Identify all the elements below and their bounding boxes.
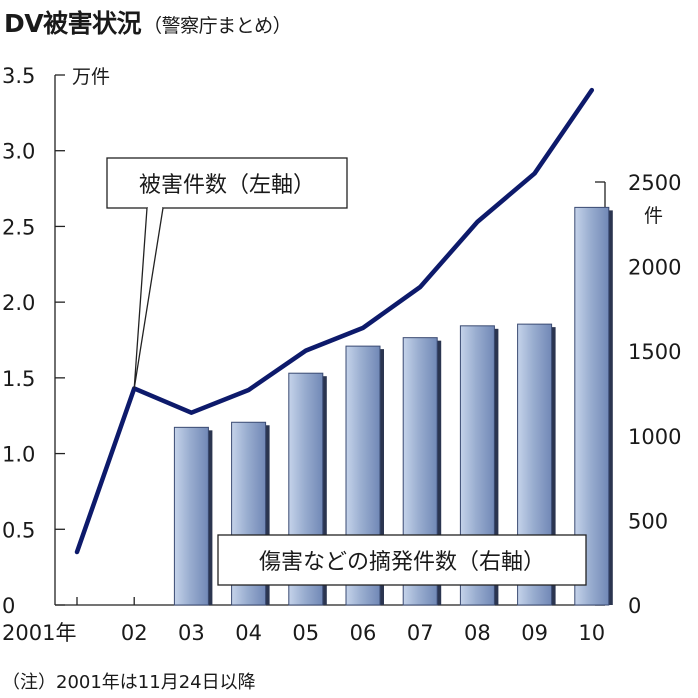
right-axis-tick-label: 2000 (628, 256, 681, 280)
x-axis-tick-label: 06 (350, 621, 377, 645)
line-legend-box (106, 157, 348, 209)
x-axis-tick-label: 03 (178, 621, 205, 645)
right-axis-unit: 件 (644, 205, 663, 227)
right-axis-tick-label: 0 (628, 594, 641, 618)
x-axis-tick-label: 09 (521, 621, 548, 645)
line-series-path (74, 87, 595, 555)
x-axis-tick-label: 05 (292, 621, 319, 645)
x-axis-tick-label: 04 (235, 621, 262, 645)
bar (173, 426, 209, 606)
chart-title: DV被害状況 （警察庁まとめ） (4, 4, 292, 40)
right-axis-tick-label: 500 (628, 509, 668, 533)
x-axis-tick-label: 2001年 (2, 621, 76, 645)
right-axis-tick-label: 1000 (628, 425, 681, 449)
right-axis-tick-label: 2500 (628, 171, 681, 195)
footnote: （注）2001年は11月24日以降 (2, 672, 256, 693)
bar-legend-label: 傷害などの摘発件数（右軸） (259, 550, 545, 575)
bar-legend-box (217, 534, 587, 586)
left-axis-tick-label: 2.0 (2, 291, 35, 315)
chart-subtitle: （警察庁まとめ） (143, 15, 292, 37)
x-axis-tick-label: 10 (578, 621, 605, 645)
chart-title-main: DV被害状況 (4, 9, 142, 38)
left-axis-tick-label: 2.5 (2, 215, 35, 239)
left-axis-tick-label: 3.5 (2, 64, 35, 88)
left-axis-tick-label: 1.5 (2, 367, 35, 391)
line-legend-label: 被害件数（左軸） (139, 173, 315, 198)
x-axis-tick-label: 08 (464, 621, 491, 645)
x-axis-tick-label: 07 (407, 621, 434, 645)
x-axis-tick-label: 02 (121, 621, 148, 645)
left-axis-tick-label: 1.0 (2, 443, 35, 467)
left-axis-unit: 万件 (72, 66, 110, 88)
left-axis-tick-label: 3.0 (2, 140, 35, 164)
left-axis-tick-label: 0.5 (2, 518, 35, 542)
line-legend-pointer (133, 207, 164, 389)
right-axis-tick-label: 1500 (628, 340, 681, 364)
left-axis-tick-label: 0 (2, 594, 15, 618)
